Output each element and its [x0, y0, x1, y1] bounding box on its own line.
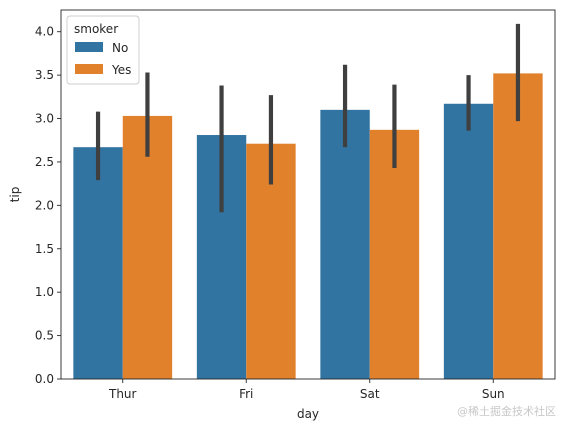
legend-swatch-yes [75, 64, 103, 74]
bar-thur-no [73, 147, 123, 379]
y-axis-title: tip [8, 187, 22, 203]
y-tick-label: 1.5 [35, 242, 54, 256]
plot-frame [60, 9, 556, 380]
x-axis-title: day [297, 407, 319, 421]
legend-title: smoker [74, 22, 118, 36]
y-tick-label: 0.0 [35, 372, 54, 386]
legend-label-yes: Yes [111, 63, 131, 77]
x-tick-label-thur: Thur [108, 387, 137, 401]
y-tick-label: 2.5 [35, 155, 54, 169]
x-tick-label-fri: Fri [239, 387, 253, 401]
y-tick-label: 3.5 [35, 68, 54, 82]
x-tick-label-sun: Sun [482, 387, 505, 401]
y-tick-label: 1.0 [35, 285, 54, 299]
y-tick-label: 4.0 [35, 25, 54, 39]
bar-thur-yes [122, 115, 173, 379]
bars-layer [73, 73, 543, 380]
y-tick-label: 3.0 [35, 112, 54, 126]
legend-label-no: No [112, 41, 128, 55]
legend: smoker No Yes [66, 15, 140, 85]
watermark-text: @稀土掘金技术社区 [457, 404, 556, 418]
error-bars-layer [95, 23, 521, 213]
bar-sun-no [443, 103, 494, 379]
x-tick-label-sat: Sat [360, 387, 380, 401]
y-tick-label: 2.0 [35, 198, 54, 212]
bar-sun-yes [493, 73, 543, 380]
y-tick-label: 0.5 [35, 329, 54, 343]
bar-sat-no [320, 109, 370, 380]
bar-sat-yes [369, 129, 420, 379]
axes-layer: 0.0 0.5 1.0 1.5 2.0 2.5 3.0 3.5 4.0 Thur Fri Sat Sun [35, 9, 556, 401]
legend-swatch-no [75, 42, 103, 52]
